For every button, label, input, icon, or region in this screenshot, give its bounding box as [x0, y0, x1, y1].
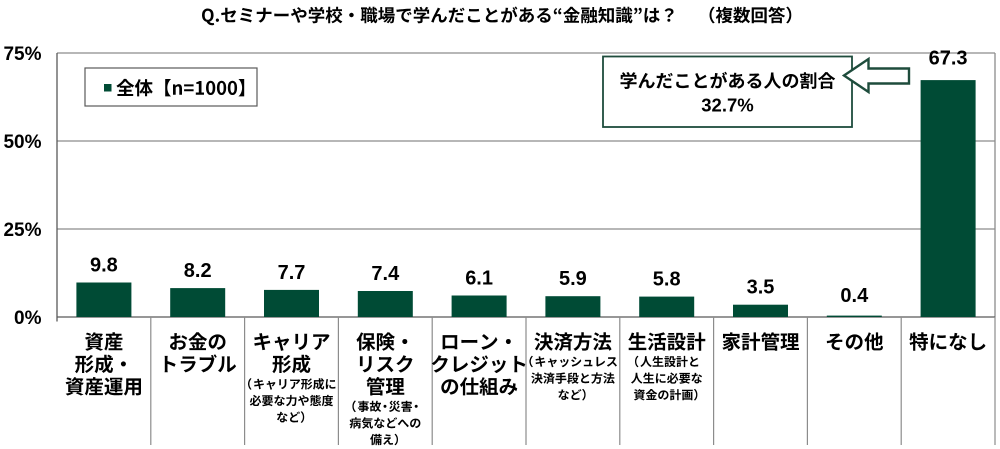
svg-text:0.4: 0.4 — [840, 285, 869, 307]
svg-text:7.7: 7.7 — [278, 262, 306, 284]
svg-text:5.9: 5.9 — [559, 268, 587, 290]
svg-text:5.8: 5.8 — [653, 269, 681, 291]
svg-text:8.2: 8.2 — [184, 260, 212, 282]
svg-text:9.8: 9.8 — [90, 255, 118, 277]
svg-text:3.5: 3.5 — [747, 277, 775, 299]
svg-text:75%: 75% — [3, 44, 41, 65]
svg-text:0%: 0% — [14, 308, 42, 329]
svg-text:67.3: 67.3 — [929, 48, 968, 70]
svg-text:50%: 50% — [3, 132, 41, 153]
svg-text:6.1: 6.1 — [465, 268, 493, 290]
svg-text:32.7%: 32.7% — [701, 95, 753, 116]
svg-text:7.4: 7.4 — [371, 263, 400, 285]
svg-text:25%: 25% — [3, 220, 41, 241]
